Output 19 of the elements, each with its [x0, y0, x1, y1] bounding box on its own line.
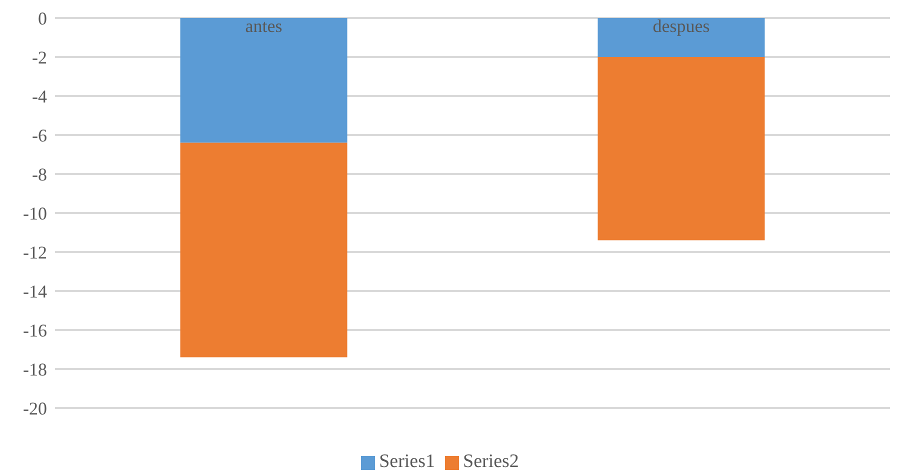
bar [180, 18, 348, 143]
y-tick-label: -12 [23, 242, 47, 262]
y-tick-label: -10 [23, 203, 47, 224]
y-tick-label: -14 [23, 281, 47, 302]
x-tick-label: antes [245, 16, 282, 36]
y-tick-label: -8 [32, 164, 47, 184]
bar [180, 142, 348, 358]
bar [598, 57, 765, 240]
y-tick-label: -2 [32, 47, 47, 68]
y-tick-label: -4 [32, 86, 47, 106]
bar [598, 18, 765, 57]
legend-label: Series2 [463, 451, 519, 472]
y-tick-label: -6 [32, 125, 47, 146]
legend-label: Series1 [379, 451, 435, 472]
y-tick-label: -18 [23, 359, 47, 380]
y-tick-label: 0 [38, 8, 47, 28]
x-tick-label: despues [652, 16, 710, 36]
y-tick-label: -20 [23, 398, 47, 418]
y-tick-label: -16 [23, 320, 47, 340]
